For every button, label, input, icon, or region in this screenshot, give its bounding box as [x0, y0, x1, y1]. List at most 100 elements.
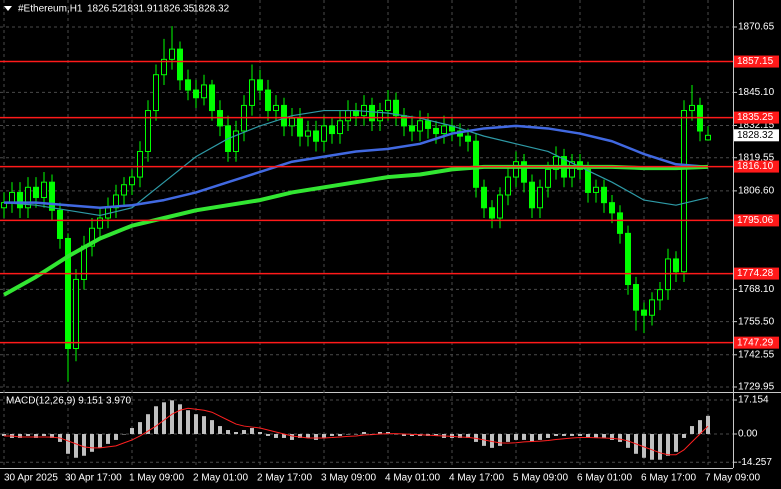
candle-body [425, 120, 431, 129]
x-tick-label: 6 May 17:00 [641, 473, 696, 484]
macd-bar [314, 433, 318, 440]
candle-body [193, 89, 199, 99]
y-tick-label: 1870.65 [738, 22, 775, 33]
macd-bar [434, 433, 438, 436]
macd-bar [546, 433, 550, 438]
macd-bar [34, 433, 38, 438]
macd-bar [210, 420, 214, 434]
candle-body [17, 191, 23, 209]
macd-bar [282, 433, 286, 438]
macd-bar [138, 422, 142, 434]
candle-body [673, 258, 679, 273]
macd-bar [586, 433, 590, 438]
candle-body [289, 117, 295, 127]
macd-bar [650, 433, 654, 460]
candle-body [353, 110, 359, 117]
menu-arrow[interactable] [4, 6, 12, 11]
macd-bar [26, 433, 30, 436]
y-tick-label: 1819.55 [738, 152, 775, 163]
x-tick-label: 3 May 09:00 [321, 473, 376, 484]
x-tick-label: 6 May 01:00 [577, 473, 632, 484]
macd-bar [74, 433, 78, 458]
candle-body [497, 194, 503, 219]
macd-bar [338, 433, 342, 436]
macd-bar [90, 433, 94, 452]
y-tick-label: 1729.95 [738, 382, 775, 393]
candle-body [305, 130, 311, 137]
candle-body [49, 181, 55, 211]
candle-body [129, 176, 135, 186]
x-tick-label: 30 Apr 17:00 [65, 473, 122, 484]
macd-bar [122, 433, 126, 435]
candle-body [681, 110, 687, 273]
candle-body [481, 186, 487, 209]
candle-body [249, 79, 255, 106]
candle-body [465, 135, 471, 142]
marks [0, 26, 733, 460]
macd-bar [194, 414, 198, 434]
level-label-box [734, 336, 779, 349]
level-label-box [734, 267, 779, 280]
level-label-box [734, 160, 779, 173]
level-label: 1795.06 [737, 215, 774, 226]
moving-average [4, 124, 709, 210]
macd-bar [42, 433, 46, 436]
macd-bar [170, 400, 174, 434]
candle-body [161, 58, 167, 76]
macd-bar [578, 433, 582, 436]
candle-body [617, 212, 623, 234]
macd-bar [146, 414, 150, 434]
macd-bar [98, 433, 102, 448]
macd-bar [18, 433, 22, 438]
candle-body [417, 120, 423, 132]
candle-body [201, 84, 207, 99]
macd-bar [594, 433, 598, 438]
candle-body [705, 134, 711, 141]
level-label-box [734, 214, 779, 227]
candle-body [393, 99, 399, 117]
macd-bar [682, 433, 686, 438]
macd-bar [130, 428, 134, 434]
bar-low: 1826.35 [158, 4, 195, 15]
macd-bar [330, 433, 334, 436]
candle-body [81, 245, 87, 280]
candle-body [377, 110, 383, 122]
candle-body [529, 181, 535, 209]
macd-bar [402, 433, 406, 436]
candle-body [273, 104, 279, 112]
candle-body [585, 168, 591, 193]
level-label-box [734, 55, 779, 68]
macd-bar [250, 428, 254, 434]
x-tick-label: 4 May 01:00 [385, 473, 440, 484]
candle-body [441, 125, 447, 135]
x-tick-label: 30 Apr 2025 [4, 473, 58, 484]
candle-body [553, 156, 559, 170]
candle-body [233, 130, 239, 152]
candle-body [369, 104, 375, 122]
bar-high: 1831.91 [122, 4, 159, 15]
candle-body [33, 186, 39, 199]
macd-bar [266, 433, 270, 436]
macd-bar [178, 404, 182, 434]
level-label: 1816.10 [737, 161, 774, 172]
macd-bar [666, 433, 670, 456]
candle-body [65, 237, 71, 350]
indicator-title: MACD(12,26,9) 9.151 3.970 [6, 396, 132, 407]
candle-body [513, 161, 519, 178]
current-price-label: 1828.32 [737, 130, 774, 141]
candle-body [569, 161, 575, 178]
macd-signal [4, 407, 709, 456]
candle-body [537, 186, 543, 209]
candle-body [545, 168, 551, 188]
macd-bar [162, 402, 166, 434]
candle-body [433, 127, 439, 135]
macd-bar [218, 426, 222, 434]
macd-bar [154, 406, 158, 434]
macd-bar [530, 433, 534, 442]
candle-body [689, 104, 695, 112]
x-tick-label: 5 May 09:00 [513, 473, 568, 484]
macd-bar [362, 432, 366, 434]
macd-bar [394, 433, 398, 435]
